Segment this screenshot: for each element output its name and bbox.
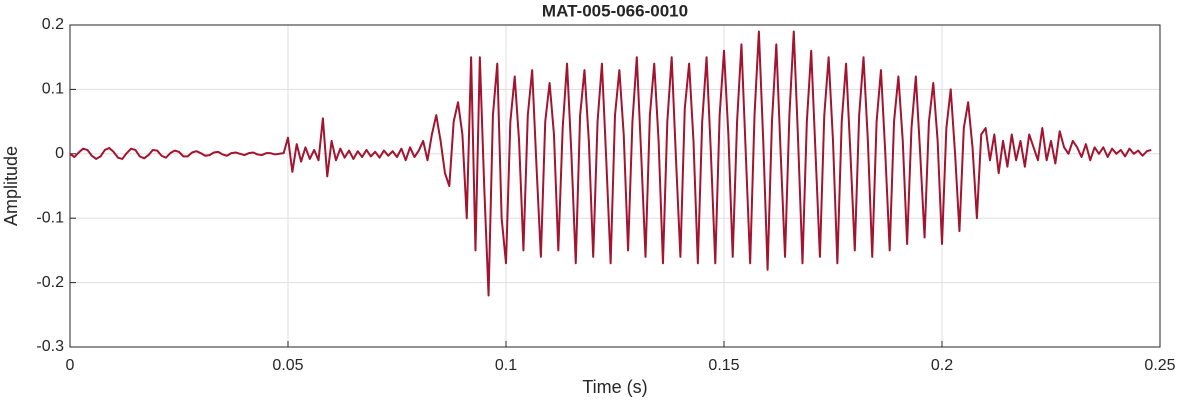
x-tick-label: 0.25	[1144, 357, 1175, 374]
x-tick-label: 0.2	[931, 357, 953, 374]
y-tick-label: -0.1	[36, 209, 64, 226]
waveform-line	[69, 30, 1152, 297]
y-tick-label: 0.1	[42, 81, 64, 98]
x-tick-label: 0	[66, 357, 75, 374]
x-tick-label: 0.05	[272, 357, 303, 374]
y-tick-label: 0.2	[42, 16, 64, 33]
x-axis-label: Time (s)	[582, 377, 647, 397]
y-tick-label: -0.3	[36, 338, 64, 355]
chart-title: MAT-005-066-0010	[542, 1, 688, 20]
y-axis-label: Amplitude	[1, 146, 21, 226]
plot-frame	[69, 24, 1161, 348]
x-tick-label: 0.15	[708, 357, 739, 374]
x-tick-label: 0.1	[495, 357, 517, 374]
y-tick-label: -0.2	[36, 274, 64, 291]
y-tick-label: 0	[55, 145, 64, 162]
